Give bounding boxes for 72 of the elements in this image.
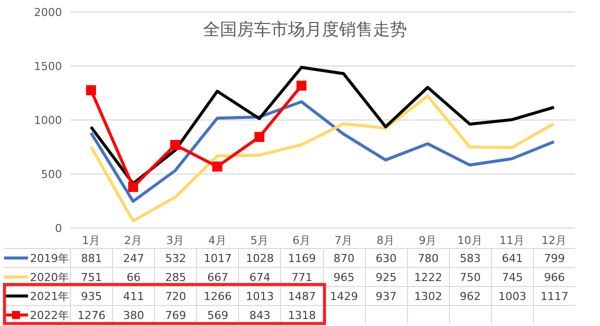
text: 全国房车市场月度销售走势 bbox=[202, 19, 408, 41]
data-label: 1276 bbox=[70, 305, 112, 324]
legend-label: 2020年 bbox=[30, 270, 69, 284]
data-label: 769 bbox=[154, 305, 196, 324]
x-tick-label: 10月 bbox=[457, 234, 482, 247]
y-tick-label: 0 bbox=[55, 222, 62, 235]
x-tick-label: 9月 bbox=[418, 234, 437, 247]
data-label: 66 bbox=[112, 267, 154, 286]
data-label: 1302 bbox=[406, 286, 449, 305]
data-label: 569 bbox=[196, 305, 238, 324]
data-label: 1013 bbox=[238, 286, 280, 305]
data-label: 380 bbox=[112, 305, 154, 324]
data-label: 745 bbox=[490, 267, 533, 286]
data-label: 925 bbox=[364, 267, 407, 286]
point bbox=[170, 140, 180, 150]
x-tick-label: 1月 bbox=[82, 234, 100, 247]
data-label: 1017 bbox=[196, 248, 238, 267]
data-label: 285 bbox=[154, 267, 196, 286]
data-label: 1222 bbox=[406, 267, 449, 286]
legend-label: 2021年 bbox=[30, 288, 69, 304]
data-label: 1028 bbox=[238, 248, 280, 267]
data-label: 532 bbox=[154, 248, 196, 267]
line-series bbox=[90, 94, 556, 222]
data-label: 780 bbox=[406, 248, 449, 267]
data-label: 674 bbox=[238, 267, 280, 286]
legend-label: 2019年 bbox=[30, 250, 69, 266]
x-tick-label: 2月 bbox=[124, 234, 142, 247]
x-tick-label: 3月 bbox=[166, 234, 184, 247]
point bbox=[296, 80, 306, 91]
x-tick-label: 4月 bbox=[208, 234, 226, 247]
data-label: 962 bbox=[448, 286, 491, 305]
y-tick-label: 500 bbox=[41, 168, 62, 181]
data-label: 1003 bbox=[490, 286, 533, 305]
data-label: 1169 bbox=[280, 248, 322, 267]
data-label: 630 bbox=[364, 248, 407, 267]
data-label: 870 bbox=[322, 248, 365, 267]
x-tick-label: 11月 bbox=[499, 234, 524, 247]
line-series bbox=[90, 100, 556, 203]
y-tick-label: 1500 bbox=[34, 60, 62, 73]
data-label: 667 bbox=[196, 267, 238, 286]
data-label: 966 bbox=[532, 267, 575, 286]
x-tick-label: 7月 bbox=[334, 234, 353, 247]
data-label: 411 bbox=[112, 286, 154, 305]
legend-label: 2022年 bbox=[30, 308, 69, 322]
x-tick-label: 8月 bbox=[376, 234, 395, 247]
point bbox=[254, 132, 264, 142]
data-label: 1429 bbox=[322, 286, 365, 305]
data-label: 771 bbox=[280, 267, 322, 286]
data-label: 583 bbox=[448, 248, 491, 267]
data-label: 881 bbox=[70, 248, 112, 267]
point bbox=[212, 162, 222, 172]
data-label: 1266 bbox=[196, 286, 238, 305]
y-tick-label: 2000 bbox=[34, 6, 62, 19]
data-label: 965 bbox=[322, 267, 365, 286]
x-tick-label: 6月 bbox=[292, 234, 310, 247]
point bbox=[128, 182, 138, 192]
data-label: 247 bbox=[112, 248, 154, 267]
data-label: 1117 bbox=[532, 286, 575, 305]
data-label: 720 bbox=[154, 286, 196, 305]
data-label: 750 bbox=[448, 267, 491, 286]
data-label: 843 bbox=[238, 305, 280, 324]
data-label: 641 bbox=[490, 248, 533, 267]
point bbox=[86, 85, 96, 96]
data-label: 937 bbox=[364, 286, 407, 305]
data-label: 751 bbox=[70, 267, 112, 286]
data-label: 799 bbox=[532, 248, 575, 267]
y-tick-label: 1000 bbox=[34, 114, 62, 127]
x-tick-label: 12月 bbox=[541, 234, 566, 247]
data-label: 935 bbox=[70, 286, 112, 305]
data-label: 1487 bbox=[280, 286, 322, 305]
x-tick-label: 5月 bbox=[250, 234, 268, 247]
data-label: 1318 bbox=[280, 305, 322, 324]
